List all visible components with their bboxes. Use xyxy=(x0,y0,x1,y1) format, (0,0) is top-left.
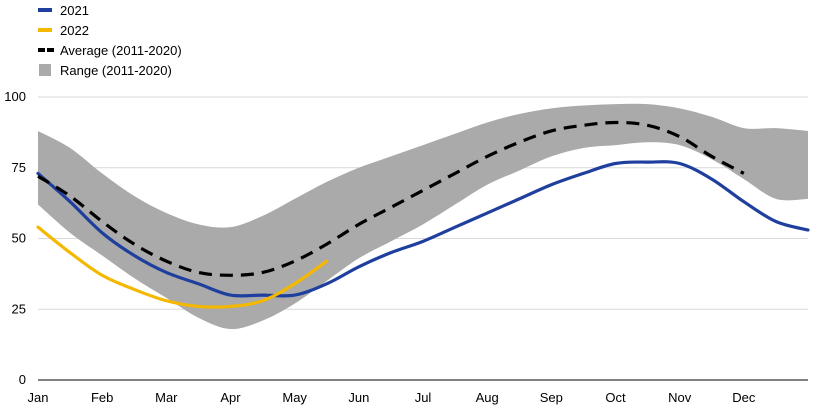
y-tick-label: 0 xyxy=(19,372,26,387)
legend-swatch-range xyxy=(39,64,51,76)
x-tick-label: Apr xyxy=(220,390,241,405)
legend: 2021 2022 Average (2011-2020) Range (2011-2… xyxy=(38,3,182,78)
series-line-s2021 xyxy=(36,160,810,298)
x-tick-label: Mar xyxy=(155,390,178,405)
x-tick-label: Jul xyxy=(415,390,432,405)
x-tick-label: Jun xyxy=(348,390,369,405)
range-band xyxy=(38,103,808,330)
x-tick-label: Jan xyxy=(28,390,49,405)
x-tick-label: Oct xyxy=(605,390,626,405)
y-tick-label: 75 xyxy=(12,160,26,175)
x-tick-label: Dec xyxy=(732,390,756,405)
series-layer xyxy=(36,120,810,309)
range-band-layer xyxy=(38,103,808,330)
x-tick-label: Aug xyxy=(476,390,499,405)
x-tick-label: Nov xyxy=(668,390,692,405)
y-tick-label: 25 xyxy=(12,301,26,316)
y-tick-label: 50 xyxy=(12,231,26,246)
legend-label-s2021: 2021 xyxy=(60,3,89,18)
y-tick-label: 100 xyxy=(4,89,26,104)
x-tick-label: Sep xyxy=(540,390,563,405)
x-tick-label: Feb xyxy=(91,390,113,405)
legend-label-range: Range (2011-2020) xyxy=(60,63,172,78)
x-tick-label: May xyxy=(282,390,307,405)
legend-label-average: Average (2011-2020) xyxy=(60,43,182,58)
axis-layer: 0 25 50 75 100 Jan Feb Mar Apr May Jun Jul Aug Sep Oct… xyxy=(4,89,808,405)
series-line-s2022 xyxy=(36,225,329,309)
legend-label-s2022: 2022 xyxy=(60,23,89,38)
